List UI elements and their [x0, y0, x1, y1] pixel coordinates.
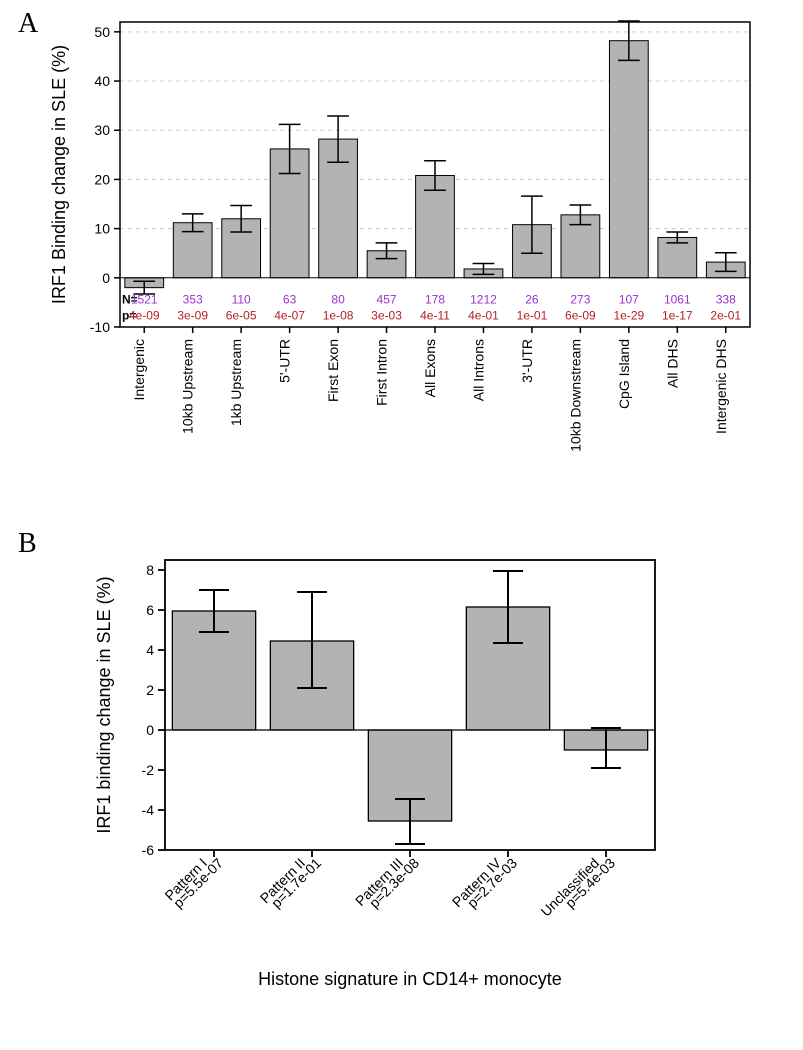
svg-text:273: 273: [570, 292, 590, 306]
svg-text:IRF1 Binding change in SLE (%): IRF1 Binding change in SLE (%): [49, 45, 69, 304]
svg-text:107: 107: [619, 292, 639, 306]
svg-text:First Exon: First Exon: [325, 339, 341, 402]
svg-text:3'-UTR: 3'-UTR: [519, 339, 535, 383]
svg-text:5'-UTR: 5'-UTR: [277, 339, 293, 383]
svg-text:178: 178: [425, 292, 445, 306]
svg-text:Intergenic: Intergenic: [131, 339, 147, 400]
svg-text:10kb Downstream: 10kb Downstream: [567, 339, 583, 452]
svg-text:All Introns: All Introns: [470, 339, 486, 401]
svg-text:10kb Upstream: 10kb Upstream: [180, 339, 196, 434]
svg-text:IRF1 binding change in SLE (%): IRF1 binding change in SLE (%): [94, 576, 114, 833]
svg-text:4e-07: 4e-07: [274, 309, 305, 323]
svg-text:-4: -4: [142, 802, 155, 818]
svg-text:4: 4: [146, 642, 154, 658]
svg-text:1061: 1061: [664, 292, 691, 306]
svg-text:457: 457: [377, 292, 397, 306]
svg-text:3e-09: 3e-09: [177, 309, 208, 323]
svg-text:80: 80: [331, 292, 345, 306]
svg-text:20: 20: [94, 171, 110, 187]
svg-text:1521: 1521: [131, 292, 158, 306]
svg-text:-6: -6: [142, 842, 155, 858]
panel-b-chart: -6-4-202468Pattern Ip=5.5e-07Pattern IIp…: [0, 520, 803, 1050]
svg-text:-2: -2: [142, 762, 155, 778]
svg-text:1e-08: 1e-08: [323, 309, 354, 323]
svg-text:4e-09: 4e-09: [129, 309, 160, 323]
svg-text:30: 30: [94, 122, 110, 138]
svg-text:1e-29: 1e-29: [613, 309, 644, 323]
svg-text:4e-01: 4e-01: [468, 309, 499, 323]
svg-text:0: 0: [146, 722, 154, 738]
svg-text:1e-01: 1e-01: [517, 309, 548, 323]
svg-text:10: 10: [94, 221, 110, 237]
svg-text:110: 110: [232, 292, 251, 306]
svg-text:353: 353: [183, 292, 203, 306]
svg-text:2: 2: [146, 682, 154, 698]
svg-text:63: 63: [283, 292, 297, 306]
svg-text:6e-09: 6e-09: [565, 309, 596, 323]
svg-text:Intergenic DHS: Intergenic DHS: [713, 339, 729, 434]
svg-text:40: 40: [94, 73, 110, 89]
svg-text:26: 26: [525, 292, 539, 306]
svg-text:1kb Upstream: 1kb Upstream: [228, 339, 244, 426]
panel-a-chart: N=p=15214e-093533e-091106e-05634e-07801e…: [0, 0, 803, 520]
svg-text:Histone signature in CD14+ mon: Histone signature in CD14+ monocyte: [258, 969, 562, 989]
svg-text:6e-05: 6e-05: [226, 309, 257, 323]
svg-text:All DHS: All DHS: [664, 339, 680, 388]
svg-text:First Intron: First Intron: [374, 339, 390, 406]
svg-text:338: 338: [716, 292, 736, 306]
svg-text:0: 0: [102, 270, 110, 286]
svg-text:-10: -10: [90, 319, 110, 335]
svg-text:8: 8: [146, 562, 154, 578]
svg-text:All Exons: All Exons: [422, 339, 438, 397]
svg-text:6: 6: [146, 602, 154, 618]
figure-page: A B N=p=15214e-093533e-091106e-05634e-07…: [0, 0, 803, 1050]
svg-text:1212: 1212: [470, 292, 497, 306]
svg-text:2e-01: 2e-01: [710, 309, 741, 323]
svg-text:3e-03: 3e-03: [371, 309, 402, 323]
svg-text:1e-17: 1e-17: [662, 309, 693, 323]
svg-text:50: 50: [94, 24, 110, 40]
svg-text:4e-11: 4e-11: [420, 309, 450, 323]
svg-text:CpG Island: CpG Island: [616, 339, 632, 409]
